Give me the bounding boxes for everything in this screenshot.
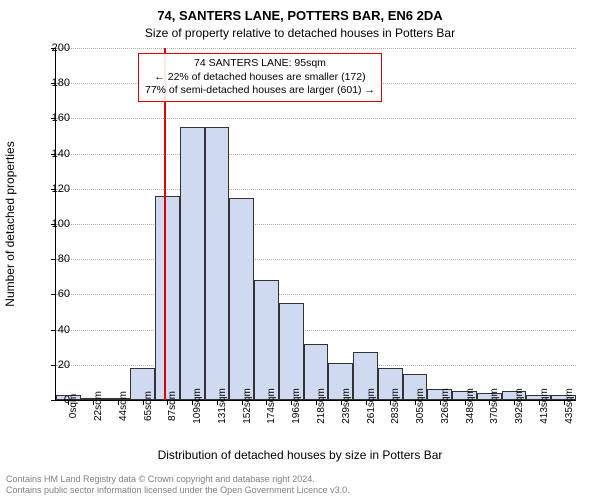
y-tick-label: 200 <box>30 42 70 54</box>
x-tick-label: 44sqm <box>118 391 129 421</box>
histogram-bar <box>279 303 304 400</box>
y-tick-label: 140 <box>30 148 70 160</box>
x-tick-label: 305sqm <box>415 388 426 424</box>
x-tick-label: 392sqm <box>514 388 525 424</box>
y-tick-label: 60 <box>30 288 70 300</box>
gridline <box>56 48 576 49</box>
x-tick-label: 65sqm <box>143 391 154 421</box>
y-tick-label: 80 <box>30 253 70 265</box>
chart-title-primary: 74, SANTERS LANE, POTTERS BAR, EN6 2DA <box>0 8 600 23</box>
y-axis-label: Number of detached properties <box>3 141 17 306</box>
x-tick-label: 196sqm <box>291 388 302 424</box>
y-tick-label: 40 <box>30 324 70 336</box>
info-line-3: 77% of semi-detached houses are larger (… <box>145 84 375 98</box>
histogram-bar <box>205 127 230 400</box>
x-tick-label: 131sqm <box>217 388 228 424</box>
info-line-2: ← 22% of detached houses are smaller (17… <box>145 71 375 85</box>
footer-line-2: Contains public sector information licen… <box>6 485 350 496</box>
attribution-footer: Contains HM Land Registry data © Crown c… <box>6 474 350 496</box>
y-tick-label: 180 <box>30 77 70 89</box>
gridline <box>56 118 576 119</box>
info-box: 74 SANTERS LANE: 95sqm← 22% of detached … <box>138 53 382 102</box>
x-tick-label: 22sqm <box>93 391 104 421</box>
x-tick-label: 0sqm <box>68 394 79 418</box>
x-tick-label: 348sqm <box>465 388 476 424</box>
x-tick-label: 261sqm <box>366 388 377 424</box>
gridline <box>56 189 576 190</box>
gridline <box>56 224 576 225</box>
x-tick-label: 87sqm <box>167 391 178 421</box>
y-tick-label: 0 <box>30 394 70 406</box>
x-tick-label: 413sqm <box>539 388 550 424</box>
gridline <box>56 330 576 331</box>
histogram-bar <box>254 280 279 400</box>
gridline <box>56 154 576 155</box>
histogram-bar <box>229 198 254 400</box>
x-tick-label: 239sqm <box>341 388 352 424</box>
info-line-1: 74 SANTERS LANE: 95sqm <box>145 57 375 71</box>
x-tick-label: 218sqm <box>316 388 327 424</box>
y-tick-label: 100 <box>30 218 70 230</box>
x-tick-label: 435sqm <box>564 388 575 424</box>
x-tick-label: 174sqm <box>266 388 277 424</box>
histogram-bar <box>180 127 205 400</box>
histogram-bar <box>155 196 180 400</box>
footer-line-1: Contains HM Land Registry data © Crown c… <box>6 474 350 485</box>
gridline <box>56 294 576 295</box>
x-tick-label: 109sqm <box>192 388 203 424</box>
chart-title-secondary: Size of property relative to detached ho… <box>0 26 600 40</box>
x-axis-label: Distribution of detached houses by size … <box>0 448 600 462</box>
x-tick-label: 326sqm <box>440 388 451 424</box>
x-tick-label: 283sqm <box>390 388 401 424</box>
gridline <box>56 259 576 260</box>
y-tick-label: 160 <box>30 112 70 124</box>
x-tick-label: 152sqm <box>242 388 253 424</box>
y-tick-label: 120 <box>30 183 70 195</box>
y-tick-label: 20 <box>30 359 70 371</box>
plot-area: 0sqm22sqm44sqm65sqm87sqm109sqm131sqm152s… <box>55 48 576 401</box>
x-tick-label: 370sqm <box>489 388 500 424</box>
